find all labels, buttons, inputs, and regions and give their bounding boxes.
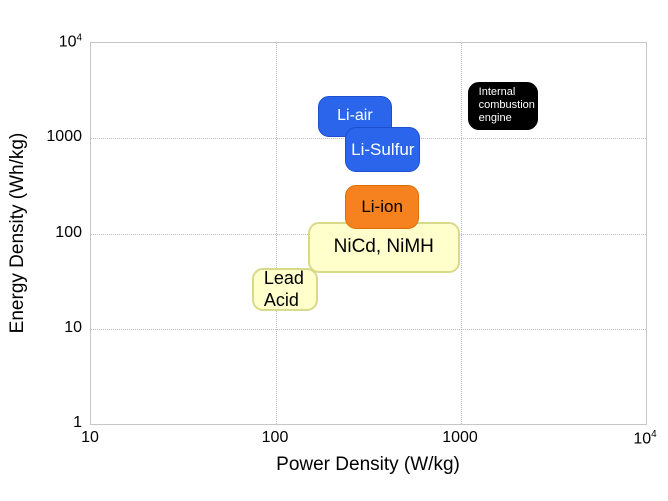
x-axis-title: Power Density (W/kg) [276,454,460,475]
region-li-sulfur: Li-Sulfur [345,127,421,173]
y-tick-10: 10 [64,318,82,336]
region-nicd-nimh: NiCd, NiMH [307,221,460,273]
tick-exponent: 4 [651,429,657,440]
region-label-line: combustion [478,99,535,112]
x-tick-1000: 1000 [442,429,478,446]
y-tick-1: 1 [73,414,82,431]
region-label-line: Internal [478,86,516,99]
y-tick-1000: 1000 [46,128,82,146]
tick-exponent: 4 [76,32,82,44]
region-label-line: Lead [263,268,304,289]
region-label-line: Li-air [337,107,373,125]
region-lead-acid: Lead Acid [251,268,318,311]
gridline-y-10 [91,328,646,330]
region-label-line: Acid [263,289,299,310]
region-label-line: engine [478,112,512,125]
y-tick-10000: 104 [58,32,82,51]
region-label-line: Li-ion [361,196,403,216]
region-li-ion: Li-ion [345,185,419,229]
x-tick-10000: 104 [633,429,657,448]
x-tick-10: 10 [81,429,99,446]
region-label-line: Li-Sulfur [351,139,415,159]
y-axis-title: Energy Density (Wh/kg) [7,132,28,334]
x-tick-100: 100 [261,429,289,446]
region-internal-combustion-engine: Internal combustion engine [467,82,539,130]
y-tick-100: 100 [55,223,82,241]
region-label-line: NiCd, NiMH [333,235,434,257]
